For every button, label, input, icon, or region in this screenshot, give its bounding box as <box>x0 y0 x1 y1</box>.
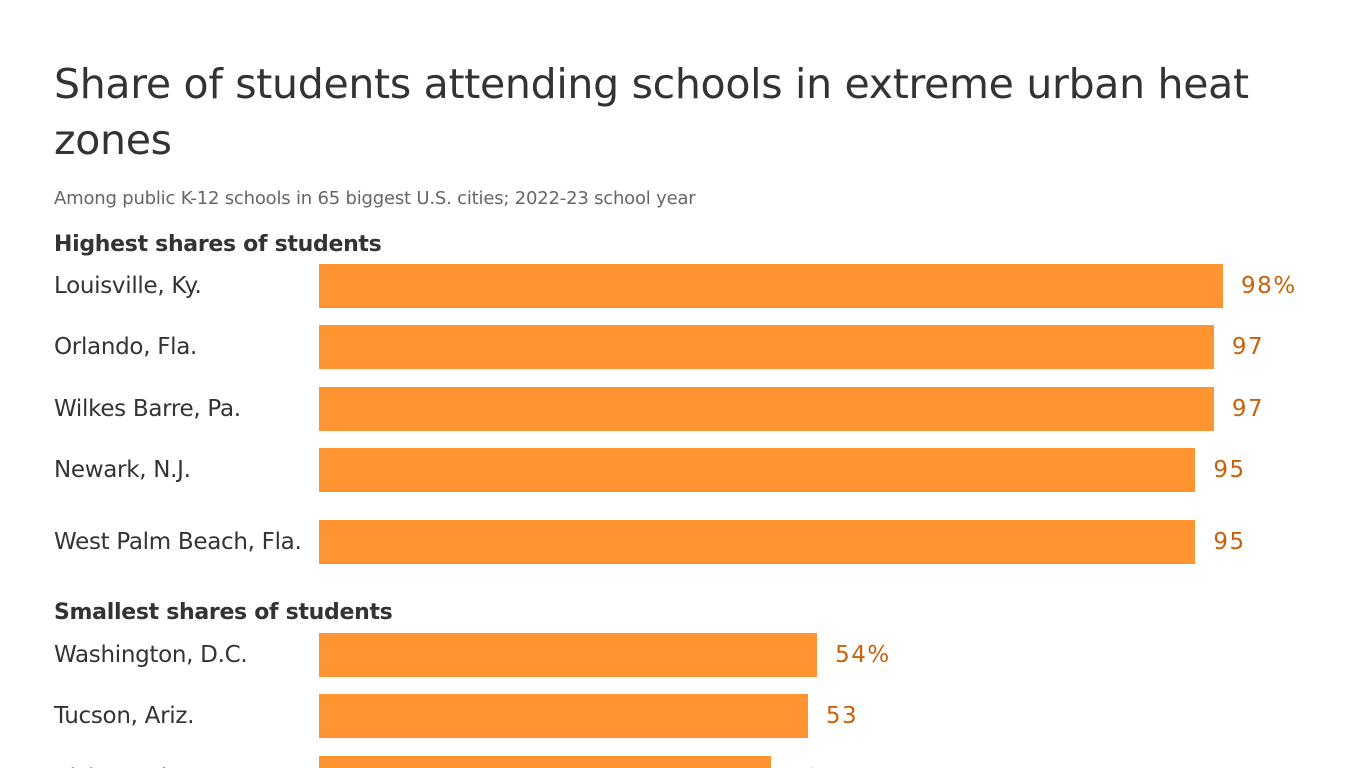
category-label: West Palm Beach, Fla. <box>54 529 302 555</box>
value-label: 49 <box>789 756 821 768</box>
category-label: Orlando, Fla. <box>54 334 198 360</box>
value-label: 95 <box>1213 529 1246 555</box>
value-label: 97 <box>1231 396 1265 422</box>
bar <box>319 264 1224 308</box>
category-label: Richmond, Va. <box>54 762 304 768</box>
category-label: Washington, D.C. <box>54 642 248 668</box>
category-label: Tucson, Ariz. <box>54 703 195 729</box>
bar <box>319 694 808 738</box>
category-label: Wilkes Barre, Pa. <box>54 396 241 422</box>
value-label: 97 <box>1231 334 1265 360</box>
value-label: 95 <box>1213 457 1246 483</box>
category-label: Louisville, Ky. <box>54 273 202 299</box>
bar <box>319 448 1196 492</box>
bar <box>319 520 1196 564</box>
value-label: 98% <box>1241 273 1297 299</box>
bar <box>319 633 818 677</box>
category-label: Newark, N.J. <box>54 457 191 483</box>
section-heading: Smallest shares of students <box>54 600 393 625</box>
value-label: 53 <box>825 703 859 729</box>
chart-subtitle: Among public K-12 schools in 65 biggest … <box>54 188 696 209</box>
chart-title: Share of students attending schools in e… <box>54 60 1249 164</box>
bar <box>319 387 1214 431</box>
value-label: 54% <box>835 642 891 668</box>
section-heading: Highest shares of students <box>54 232 382 257</box>
bar <box>319 325 1214 369</box>
bar <box>319 756 772 768</box>
